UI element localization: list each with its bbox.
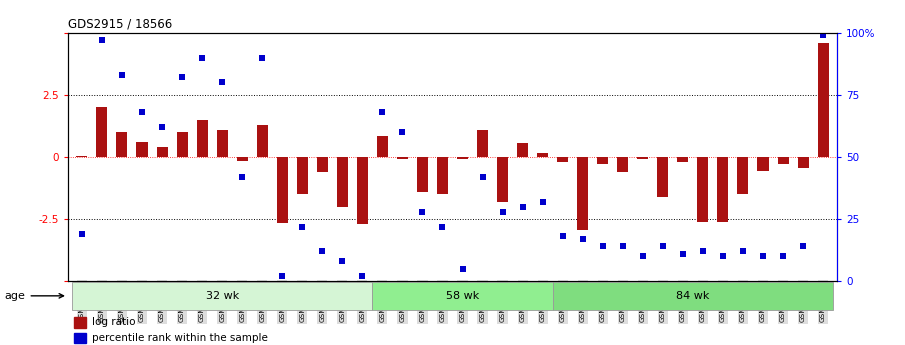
Point [595,244,610,249]
FancyBboxPatch shape [71,282,372,310]
Point [74,231,89,237]
Bar [137,142,148,157]
Text: percentile rank within the sample: percentile rank within the sample [92,333,269,343]
Bar [357,157,367,224]
Point [214,80,229,85]
Text: 58 wk: 58 wk [446,291,479,301]
Bar [117,132,128,157]
Bar [157,147,167,157]
Bar [176,132,187,157]
Bar [97,107,108,157]
Bar [277,157,288,223]
Point [395,129,410,135]
Point [95,38,110,43]
Bar [738,157,748,194]
Bar [297,157,308,194]
Point [816,32,831,38]
Text: GDS2915 / 18566: GDS2915 / 18566 [68,18,172,30]
Bar [777,157,788,165]
Point [315,249,329,254]
Point [475,174,490,180]
Point [655,244,670,249]
Point [635,254,650,259]
Bar [437,157,448,194]
Point [295,224,310,229]
Text: 84 wk: 84 wk [676,291,710,301]
Bar [417,157,428,192]
Point [736,249,750,254]
Bar [677,157,689,162]
Bar [236,157,248,161]
Point [355,274,369,279]
Text: age: age [5,291,63,301]
Point [135,109,149,115]
Point [175,75,189,80]
Point [495,209,510,214]
Point [696,249,710,254]
FancyBboxPatch shape [372,282,553,310]
Bar [196,120,207,157]
Point [615,244,630,249]
Bar [317,157,328,172]
Text: 32 wk: 32 wk [205,291,239,301]
Point [415,209,430,214]
Bar [74,333,86,344]
Bar [757,157,768,171]
Bar [597,157,608,165]
Bar [817,43,829,157]
Point [195,55,209,60]
Point [435,224,450,229]
Bar [517,143,529,157]
Bar [337,157,348,207]
Point [255,55,270,60]
Point [756,254,770,259]
Point [455,266,470,272]
Point [155,125,169,130]
Bar [538,153,548,157]
Point [716,254,730,259]
Bar [577,157,588,230]
Bar [397,157,408,159]
Bar [617,157,628,172]
Bar [497,157,508,202]
Text: log ratio: log ratio [92,317,136,327]
Bar [557,157,568,162]
Point [376,109,390,115]
Point [115,72,129,78]
Bar [637,157,648,159]
Point [795,244,810,249]
FancyBboxPatch shape [553,282,834,310]
Bar [216,130,228,157]
Point [556,234,570,239]
Bar [376,136,388,157]
Point [335,258,349,264]
Point [676,251,691,257]
Point [776,254,790,259]
Point [515,204,529,209]
Bar [257,125,268,157]
Bar [74,317,86,328]
Bar [657,157,669,197]
Point [235,174,250,180]
Bar [477,130,488,157]
Bar [718,157,729,221]
Bar [698,157,709,221]
Bar [797,157,808,168]
Bar [457,157,468,159]
Point [275,274,290,279]
Point [576,236,590,242]
Point [536,199,550,205]
